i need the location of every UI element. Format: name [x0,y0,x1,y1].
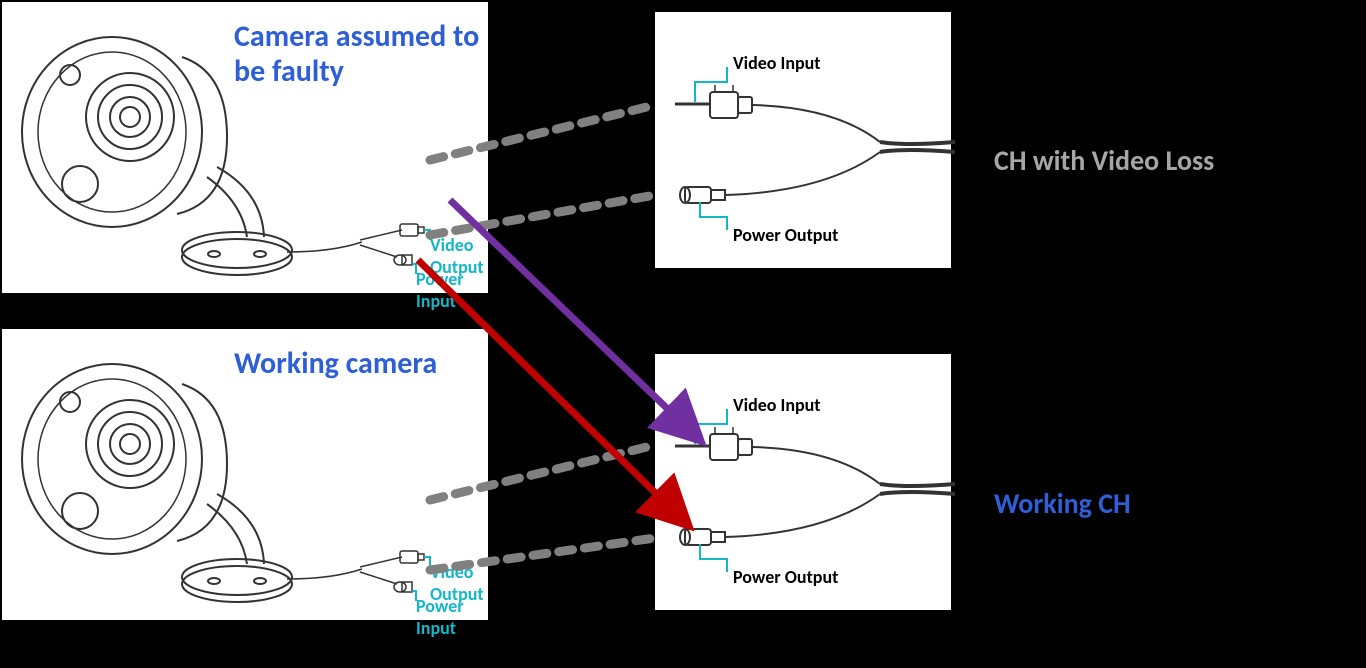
faulty-camera-title: Camera assumed to be faulty [234,20,484,89]
label-video-input-2: Video Input [733,394,821,416]
panel-working-ch: Video Input Power Output [653,352,953,612]
panel-working-camera: Working camera Video Output Power Input [0,327,490,622]
label-power-output-2: Power Output [733,566,838,588]
label-power-input-1: Power Input [416,268,488,312]
label-working-ch: Working CH [994,488,1131,520]
panel-faulty-camera: Camera assumed to be faulty Video Output… [0,0,490,295]
working-camera-title: Working camera [234,347,437,382]
label-video-input-1: Video Input [733,52,821,74]
label-power-input-2: Power Input [416,595,488,639]
label-power-output-1: Power Output [733,224,838,246]
panel-ch-video-loss: Video Input Power Output [653,10,953,270]
label-ch-video-loss: CH with Video Loss [994,145,1214,177]
